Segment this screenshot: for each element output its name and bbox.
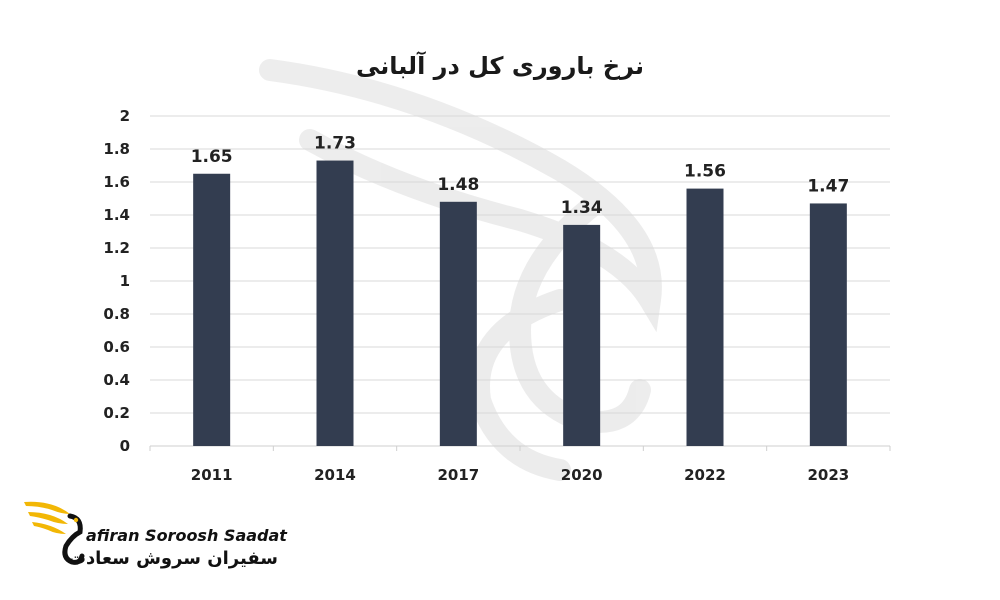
y-tick-label: 0.4 [103, 371, 130, 389]
y-tick-label: 1 [120, 272, 130, 290]
y-tick-label: 0.2 [103, 404, 130, 422]
x-tick-label: 2020 [561, 466, 603, 484]
chart-title: نرخ باروری کل در آلبانی [355, 52, 645, 80]
y-tick-label: 1.4 [103, 206, 130, 224]
data-label: 1.47 [807, 176, 849, 196]
x-tick-label: 2022 [684, 466, 726, 484]
data-label: 1.56 [684, 162, 726, 182]
x-tick-label: 2017 [437, 466, 479, 484]
y-tick-label: 0.6 [103, 338, 130, 356]
y-tick-label: 1.6 [103, 173, 130, 191]
logo-text-en: afiran Soroosh Saadat [86, 526, 287, 545]
bar [563, 224, 601, 446]
bar [686, 188, 724, 446]
logo-text-fa: سفیران سروش سعادت [67, 548, 278, 569]
bar [316, 160, 354, 447]
company-logo: afiran Soroosh Saadat سفیران سروش سعادت [22, 496, 292, 576]
bar [439, 201, 477, 446]
y-tick-label: 1.2 [103, 239, 130, 257]
bar [193, 173, 231, 446]
x-tick-label: 2023 [807, 466, 849, 484]
data-label: 1.34 [561, 198, 603, 218]
bird-logo-icon [24, 501, 85, 565]
bar [809, 203, 847, 446]
x-tick-label: 2014 [314, 466, 356, 484]
watermark-icon [259, 59, 662, 481]
data-label: 1.48 [437, 175, 479, 195]
y-tick-label: 2 [120, 107, 130, 125]
y-tick-label: 1.8 [103, 140, 130, 158]
data-label: 1.73 [314, 134, 356, 154]
y-tick-label: 0 [120, 437, 130, 455]
data-label: 1.65 [191, 147, 233, 167]
y-tick-label: 0.8 [103, 305, 130, 323]
x-tick-label: 2011 [191, 466, 233, 484]
